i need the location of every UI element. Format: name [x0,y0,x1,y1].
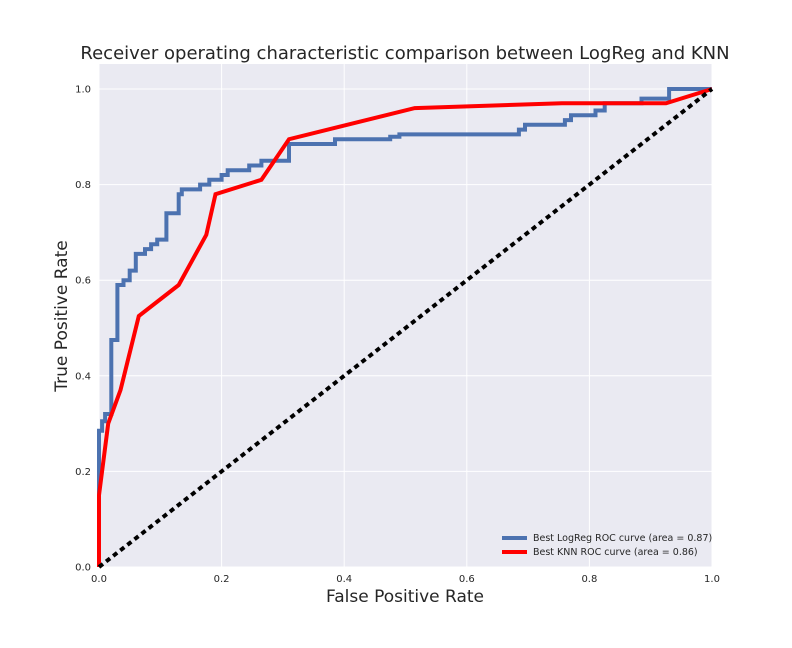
series-lines [97,87,714,569]
knn-roc-line [97,87,713,567]
x-tick-label: 0.8 [581,574,597,585]
x-tick-label: 0.4 [336,574,352,585]
legend-label-logreg: Best LogReg ROC curve (area = 0.87) [533,533,712,544]
legend: Best LogReg ROC curve (area = 0.87) Best… [502,533,712,558]
y-tick-label: 0.6 [75,276,91,287]
y-axis-label: True Positive Rate [52,240,72,392]
y-tick-label: 0.4 [75,371,91,382]
logreg-roc-line [97,87,712,567]
x-tick-label: 0.6 [459,574,475,585]
plot-background [99,64,712,567]
y-tick-label: 0.2 [75,467,91,478]
x-tick-label: 0.2 [214,574,230,585]
y-tick-label: 0.0 [75,563,91,574]
y-tick-labels: 0.0 0.2 0.4 0.6 0.8 1.0 [75,85,91,574]
x-axis-label: False Positive Rate [326,587,484,607]
chance-diagonal-line [97,87,714,569]
chart-title: Receiver operating characteristic compar… [80,43,729,64]
y-tick-label: 0.8 [75,180,91,191]
x-tick-label: 0.0 [91,574,107,585]
x-tick-label: 1.0 [704,574,720,585]
legend-label-knn: Best KNN ROC curve (area = 0.86) [533,547,698,558]
y-tick-label: 1.0 [75,85,91,96]
x-tick-labels: 0.0 0.2 0.4 0.6 0.8 1.0 [91,574,720,585]
